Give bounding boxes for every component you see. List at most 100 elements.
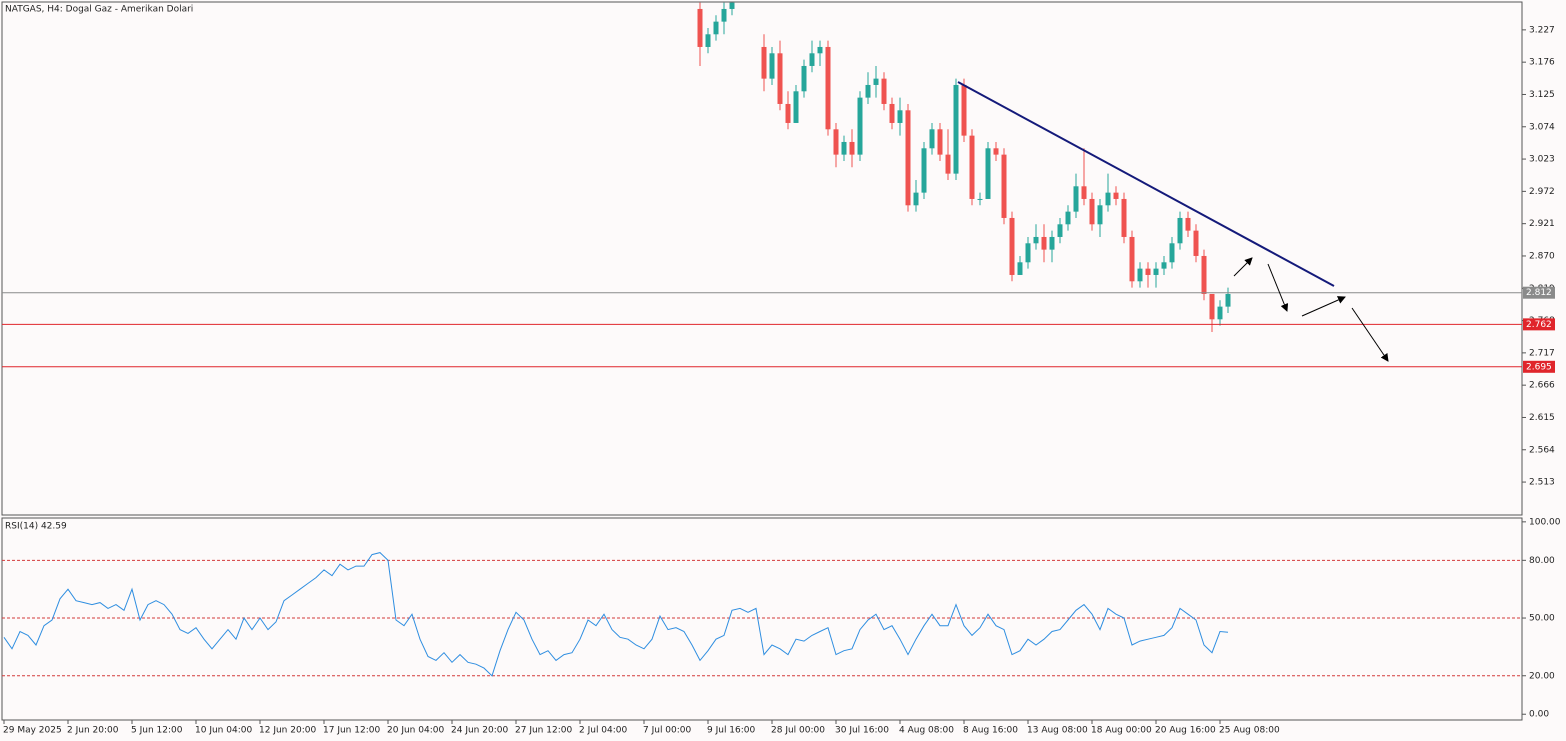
candle-body — [1193, 230, 1199, 256]
candle-body — [1201, 255, 1207, 294]
candle-body — [833, 129, 839, 155]
candle-body — [937, 129, 943, 155]
rsi-line — [3, 552, 1229, 677]
candle-body — [1169, 243, 1175, 263]
candle-body — [729, 2, 735, 9]
candle-body — [1033, 236, 1039, 244]
candle-body — [993, 148, 999, 155]
candle-body — [697, 8, 703, 47]
y-tick-label: 3.227 — [1529, 25, 1555, 35]
candle-body — [985, 148, 991, 199]
rsi-title: RSI(14) 42.59 — [5, 522, 67, 532]
candle-body — [825, 46, 831, 130]
x-tick-label: 9 Jul 16:00 — [707, 726, 756, 736]
candle-body — [969, 135, 975, 199]
y-tick-label: 3.176 — [1529, 58, 1555, 68]
candle-body — [1225, 293, 1231, 307]
candle-body — [1041, 236, 1047, 250]
candle-body — [1049, 236, 1055, 250]
x-tick-label: 25 Aug 08:00 — [1219, 726, 1280, 736]
y-tick-label: 2.921 — [1529, 219, 1555, 229]
x-tick-label: 30 Jul 16:00 — [835, 726, 889, 736]
x-tick-label: 2 Jun 20:00 — [67, 726, 119, 736]
y-tick-label: 2.717 — [1529, 348, 1555, 358]
y-tick-label: 2.513 — [1529, 478, 1555, 488]
candle-body — [873, 78, 879, 85]
candle-body — [905, 110, 911, 206]
candle-body — [929, 129, 935, 149]
x-tick-label: 8 Aug 16:00 — [963, 726, 1018, 736]
candle-body — [713, 21, 719, 35]
candle-body — [1089, 198, 1095, 225]
candle-body — [1113, 192, 1119, 199]
candle-body — [721, 8, 727, 22]
candle-body — [857, 97, 863, 155]
candle-body — [1209, 293, 1215, 320]
candle-body — [1073, 186, 1079, 212]
candle-body — [889, 103, 895, 123]
x-tick-label: 17 Jun 12:00 — [323, 726, 380, 736]
candle-body — [849, 141, 855, 155]
annotations — [957, 81, 1389, 362]
candle-body — [761, 46, 767, 79]
y-tick-label: 80.00 — [1529, 556, 1555, 566]
trend-line — [957, 81, 1335, 287]
x-tick-label: 4 Aug 08:00 — [899, 726, 954, 736]
x-tick-label: 29 May 2025 — [3, 726, 62, 736]
x-tick-label: 5 Jun 12:00 — [131, 726, 183, 736]
candle-body — [865, 84, 871, 98]
level-label: 2.762 — [1526, 320, 1552, 330]
candle-body — [921, 148, 927, 193]
candle-body — [1137, 268, 1143, 282]
candle-body — [913, 192, 919, 206]
candle-body — [1025, 243, 1031, 263]
candle-body — [1105, 192, 1111, 206]
level-label-box — [1523, 360, 1555, 373]
arrow — [1351, 307, 1389, 362]
candle-body — [1081, 186, 1087, 199]
candle-body — [953, 84, 959, 174]
candle-body — [769, 53, 775, 79]
y-tick-label: 3.125 — [1529, 90, 1555, 100]
candle-body — [977, 198, 983, 200]
candle-body — [961, 84, 967, 136]
candle-body — [1153, 268, 1159, 275]
arrow — [1301, 296, 1346, 317]
x-tick-label: 10 Jun 04:00 — [195, 726, 252, 736]
level-label: 2.812 — [1526, 288, 1552, 298]
y-tick-label: 2.870 — [1529, 251, 1555, 261]
x-tick-label: 2 Jul 04:00 — [579, 726, 628, 736]
x-tick-label: 18 Aug 00:00 — [1091, 726, 1152, 736]
y-tick-label: 3.074 — [1529, 122, 1555, 132]
candle-body — [817, 46, 823, 54]
y-tick-label: 2.615 — [1529, 413, 1555, 423]
rsi-panel — [1, 517, 1523, 721]
y-tick-label: 100.00 — [1529, 517, 1561, 527]
candle-body — [1161, 262, 1167, 269]
x-tick-label: 20 Jun 04:00 — [387, 726, 444, 736]
candle-body — [881, 78, 887, 104]
candle-body — [1097, 205, 1103, 225]
candle-body — [1009, 217, 1015, 275]
candle-body — [1121, 198, 1127, 237]
candle-body — [1017, 262, 1023, 275]
y-tick-label: 50.00 — [1529, 614, 1555, 624]
candle-body — [1145, 268, 1151, 275]
candle-body — [785, 103, 791, 123]
x-tick-label: 12 Jun 20:00 — [259, 726, 316, 736]
candle-body — [1001, 154, 1007, 218]
candle-body — [1217, 306, 1223, 320]
candle-body — [1177, 217, 1183, 244]
level-label: 2.695 — [1526, 362, 1552, 372]
candle-body — [793, 91, 799, 123]
y-tick-label: 2.564 — [1529, 445, 1555, 455]
candle-body — [1129, 236, 1135, 282]
x-tick-label: 27 Jun 12:00 — [515, 726, 572, 736]
candle-body — [809, 53, 815, 66]
main-panel — [1, 1, 1523, 516]
arrow — [1233, 257, 1253, 277]
y-tick-label: 2.666 — [1529, 381, 1555, 391]
x-tick-label: 13 Aug 08:00 — [1027, 726, 1088, 736]
